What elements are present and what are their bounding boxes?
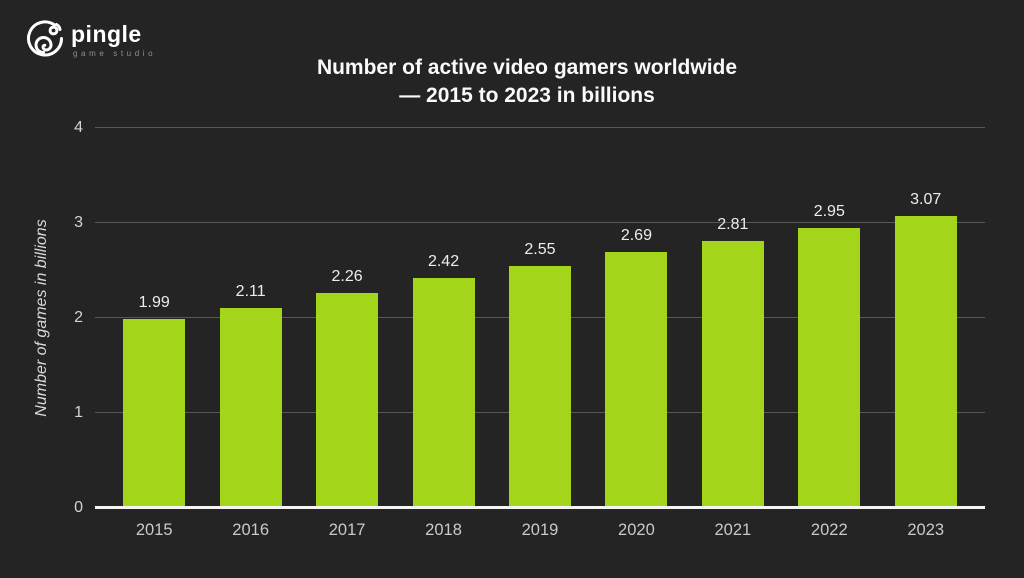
bar-2020 bbox=[605, 252, 668, 508]
x-tick-label-2020: 2020 bbox=[618, 521, 655, 539]
logo-subtitle: game studio bbox=[73, 48, 157, 58]
x-tick-label-2016: 2016 bbox=[232, 521, 270, 539]
bar-2021 bbox=[701, 241, 764, 508]
x-tick-label-2017: 2017 bbox=[328, 521, 366, 539]
bar-value-label-2015: 1.99 bbox=[138, 293, 170, 311]
bar-group-2022: 2.95 2022 bbox=[781, 128, 877, 539]
x-tick-label-2018: 2018 bbox=[425, 521, 462, 539]
bar-value-label-2016: 2.11 bbox=[235, 282, 266, 300]
chart-title-line2: — 2015 to 2023 in billions bbox=[399, 84, 655, 107]
bar-group-2020: 2.69 2020 bbox=[588, 128, 684, 539]
bar-group-2023: 3.07 2023 bbox=[878, 128, 974, 539]
bar-2016 bbox=[219, 307, 282, 508]
logo: pingle game studio bbox=[22, 16, 156, 63]
bar-2019 bbox=[508, 265, 571, 508]
y-tick-label-1: 1 bbox=[74, 404, 83, 421]
bar-value-label-2023: 3.07 bbox=[910, 191, 942, 209]
y-tick-label-3: 3 bbox=[74, 214, 83, 231]
gridline-4 bbox=[95, 127, 985, 128]
gridline-3 bbox=[95, 222, 985, 223]
x-tick-label-2023: 2023 bbox=[907, 521, 945, 539]
bar-group-2019: 2.55 2019 bbox=[492, 128, 588, 539]
bar-2017 bbox=[316, 293, 379, 508]
x-tick-label-2022: 2022 bbox=[810, 521, 848, 539]
bar-group-2015: 1.99 2015 bbox=[106, 128, 202, 539]
bar-value-label-2018: 2.42 bbox=[427, 253, 460, 271]
y-axis-label: Number of games in billions bbox=[33, 219, 50, 417]
bar-group-2021: 2.81 2021 bbox=[685, 128, 781, 539]
bar-value-label-2020: 2.69 bbox=[620, 227, 652, 245]
bar-value-label-2019: 2.55 bbox=[524, 240, 556, 258]
chart-title-line1: Number of active video gamers worldwide bbox=[316, 56, 738, 79]
y-tick-label-2: 2 bbox=[74, 309, 83, 326]
logo-text-block: pingle game studio bbox=[71, 22, 156, 58]
bar-2022 bbox=[798, 227, 861, 508]
bar-value-label-2021: 2.81 bbox=[717, 216, 749, 234]
pingle-chameleon-icon bbox=[27, 20, 63, 57]
bar-2018 bbox=[412, 278, 475, 508]
bar-value-label-2017: 2.26 bbox=[331, 268, 363, 286]
bar-2023 bbox=[894, 216, 957, 508]
x-axis-line bbox=[95, 506, 985, 509]
bar-value-label-2022: 2.95 bbox=[813, 202, 845, 220]
bar-chart-plot-area: Number of games in billions 0 1 2 3 4 1.99 20… bbox=[33, 119, 985, 539]
bar-2015 bbox=[123, 318, 186, 508]
y-tick-label-0: 0 bbox=[74, 499, 83, 516]
y-tick-label-4: 4 bbox=[74, 119, 83, 136]
bar-group-2017: 2.26 2017 bbox=[299, 128, 395, 539]
x-tick-label-2015: 2015 bbox=[135, 521, 173, 539]
logo-name: pingle bbox=[71, 20, 142, 47]
bar-group-2018: 2.42 2018 bbox=[395, 128, 491, 539]
bars-container: 1.99 2015 2.11 2016 2.26 2017 2.42 2018 2.55 2019… bbox=[95, 128, 985, 539]
bar-group-2016: 2.11 2016 bbox=[202, 128, 298, 539]
x-tick-label-2019: 2019 bbox=[521, 521, 559, 539]
chart-title: Number of active video gamers worldwide … bbox=[15, 54, 1024, 110]
x-tick-label-2021: 2021 bbox=[714, 521, 752, 539]
